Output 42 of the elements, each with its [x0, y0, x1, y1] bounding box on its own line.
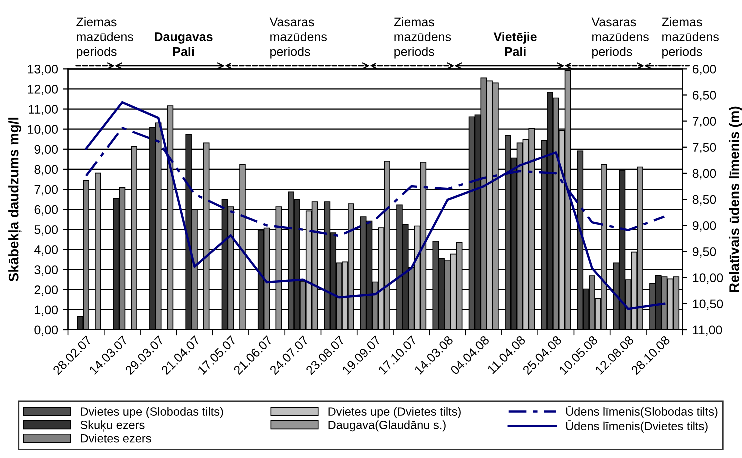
y2-tick-label: 7,50 [693, 143, 716, 154]
text: Ziemas mazūdens periods [662, 17, 719, 59]
legend-label: Dvietes upe (Slobodas tilts) [81, 407, 224, 418]
legend-label: Dvietes ezers [81, 434, 152, 443]
y2-tick-label: 8,50 [692, 195, 716, 206]
y-tick-label: 10,00 [28, 125, 58, 136]
legend-label: Daugava(Glaudānu s.) [328, 420, 446, 432]
text: Ziemas mazūdens periods [76, 17, 134, 59]
y2-tick-label: 11,00 [693, 326, 722, 336]
y2-tick-label: 6,00 [692, 64, 716, 76]
line-series [85, 101, 666, 310]
y2-tick-label: 8,00 [692, 169, 716, 180]
legend-label: Skuķu ezers [80, 420, 145, 432]
y-tick-label: 0,00 [34, 326, 58, 336]
y-tick-label: 13,00 [28, 64, 58, 76]
y-tick-label: 3,00 [34, 266, 58, 276]
y-tick-label: 11,00 [29, 105, 58, 116]
y2-tick-label: 9,00 [692, 221, 716, 232]
y2-tick-label: 10,00 [693, 274, 724, 284]
y-tick-label: 6,00 [34, 205, 58, 216]
y-tick-label: 7,00 [34, 185, 58, 196]
y-tick-label: 8,00 [34, 165, 58, 176]
y-tick-label: 4,00 [34, 246, 58, 256]
legend-label: Dvietes upe (Dvietes tilts) [328, 407, 461, 418]
y2-tick-label: 6,50 [692, 91, 716, 102]
y2-tick-label: 10,50 [693, 300, 724, 310]
y-tick-label: 9,00 [34, 145, 58, 156]
y2-tick-label: 9,50 [692, 248, 716, 258]
y2-tick-label: 7,00 [693, 117, 716, 128]
text: Vasaras mazūdens periods [270, 18, 327, 59]
y-tick-label: 1,00 [35, 306, 58, 316]
text: Vasaras mazūdens periods [592, 18, 649, 59]
y-tick-label: 2,00 [34, 286, 58, 296]
y-axis-title: Skābekļa daudzums mg/l [8, 118, 22, 282]
y-tick-label: 5,00 [34, 225, 58, 236]
text: Ziemas mazūdens periods [394, 17, 452, 59]
text: Vietējie Pali [494, 32, 537, 56]
y-tick-label: 12,00 [28, 85, 58, 96]
text: Daugavas Pali [155, 32, 213, 56]
legend-label: Ūdens līmenis(Slobodas tilts) [566, 406, 718, 418]
legend-label: Ūdens līmenis(Dvietes tilts) [566, 420, 708, 433]
y2-axis-title: Relatīvais ūdens līmenis (m) [729, 106, 742, 292]
